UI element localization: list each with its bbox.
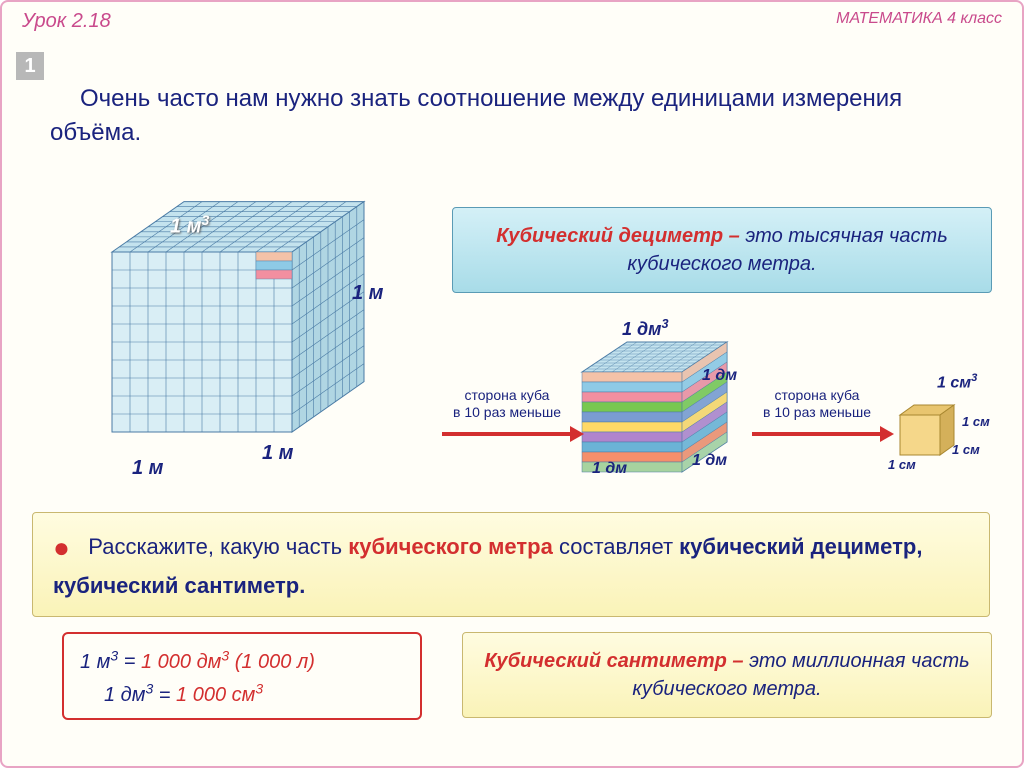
formula-box: 1 м3 = 1 000 дм3 (1 000 л) 1 дм3 = 1 000… (62, 632, 422, 720)
item-number-badge: 1 (16, 52, 44, 80)
lesson-label: Урок 2.18 (22, 10, 111, 33)
def-cm-term: Кубический сантиметр – (484, 650, 743, 672)
bullet-icon: ● (53, 532, 70, 563)
arrow2-label: сторона кубав 10 раз меньше (752, 387, 882, 421)
label-m-bottom1: 1 м (132, 457, 163, 480)
diagram-area: Кубический дециметр – это тысячная часть… (32, 182, 1002, 502)
label-cm3: 1 см3 (937, 372, 977, 392)
slide-page: Урок 2.18 МАТЕМАТИКА 4 класс 1 Очень час… (0, 0, 1024, 768)
label-cm-bottom1: 1 см (888, 457, 916, 472)
intro-text: Очень часто нам нужно знать соотношение … (50, 82, 970, 149)
definition-cm-box: Кубический сантиметр – это миллионная ча… (462, 632, 992, 718)
label-dm-bottom2: 1 дм (692, 452, 727, 470)
definition-dm-box: Кубический дециметр – это тысячная часть… (452, 207, 992, 293)
label-cm-right: 1 см (962, 414, 990, 429)
label-m3: 1 м3 (170, 212, 209, 239)
def-dm-term: Кубический дециметр – (496, 225, 740, 247)
label-m-right: 1 м (352, 282, 383, 305)
arrow-1 (442, 432, 572, 436)
big-cube-svg (92, 192, 392, 482)
formula-2: 1 дм3 = 1 000 см3 (80, 678, 404, 712)
q-pre: Расскажите, какую часть (88, 534, 348, 559)
label-cm-bottom2: 1 см (952, 442, 980, 457)
formula-1: 1 м3 = 1 000 дм3 (1 000 л) (80, 644, 404, 678)
label-m-bottom2: 1 м (262, 442, 293, 465)
header: Урок 2.18 МАТЕМАТИКА 4 класс (2, 2, 1022, 41)
label-dm-right: 1 дм (702, 367, 737, 385)
q-mid: составляет (559, 534, 679, 559)
arrow-2 (752, 432, 882, 436)
question-box: ● Расскажите, какую часть кубического ме… (32, 512, 990, 617)
label-dm3: 1 дм3 (622, 317, 668, 340)
subject-label: МАТЕМАТИКА 4 класс (836, 10, 1002, 33)
q-red: кубического метра (348, 534, 553, 559)
label-dm-bottom1: 1 дм (592, 460, 627, 478)
arrow1-label: сторона кубав 10 раз меньше (442, 387, 572, 421)
